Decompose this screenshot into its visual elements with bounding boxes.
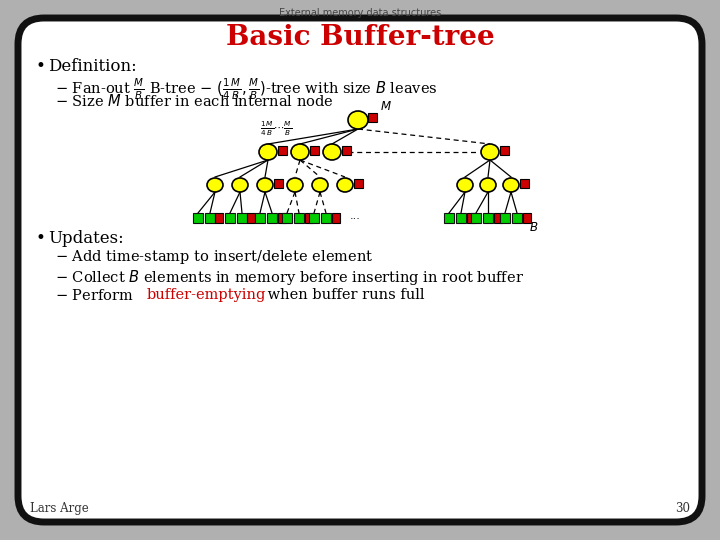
Text: •: • xyxy=(35,58,45,75)
Bar xyxy=(520,179,528,187)
Ellipse shape xyxy=(337,178,353,192)
Text: $-$ Perform: $-$ Perform xyxy=(55,288,135,303)
Bar xyxy=(354,179,362,187)
Bar xyxy=(255,213,265,223)
Bar xyxy=(483,213,493,223)
Bar xyxy=(332,213,340,223)
Text: Basic Buffer-tree: Basic Buffer-tree xyxy=(225,24,495,51)
Ellipse shape xyxy=(480,178,496,192)
Ellipse shape xyxy=(312,178,328,192)
Ellipse shape xyxy=(503,178,519,192)
Ellipse shape xyxy=(481,144,499,160)
FancyBboxPatch shape xyxy=(18,18,702,522)
Bar xyxy=(237,213,247,223)
Bar xyxy=(494,213,502,223)
Bar xyxy=(444,213,454,223)
Ellipse shape xyxy=(457,178,473,192)
Bar xyxy=(310,145,318,154)
Bar xyxy=(321,213,331,223)
Bar xyxy=(512,213,522,223)
Text: ...: ... xyxy=(350,211,361,221)
Bar xyxy=(294,213,304,223)
Bar xyxy=(247,213,255,223)
Text: when buffer runs full: when buffer runs full xyxy=(263,288,425,302)
Bar xyxy=(205,213,215,223)
Bar xyxy=(193,213,203,223)
Ellipse shape xyxy=(207,178,223,192)
Text: buffer-emptying: buffer-emptying xyxy=(147,288,266,302)
Bar xyxy=(471,213,481,223)
Text: Definition:: Definition: xyxy=(48,58,137,75)
Ellipse shape xyxy=(257,178,273,192)
Bar xyxy=(282,213,292,223)
Bar xyxy=(225,213,235,223)
Text: $-$ Size $M$ buffer in each internal node: $-$ Size $M$ buffer in each internal nod… xyxy=(55,93,334,109)
Ellipse shape xyxy=(323,144,341,160)
Text: Updates:: Updates: xyxy=(48,230,124,247)
Bar xyxy=(500,213,510,223)
Bar xyxy=(456,213,466,223)
Bar xyxy=(274,179,282,187)
Text: $-$ Collect $B$ elements in memory before inserting in root buffer: $-$ Collect $B$ elements in memory befor… xyxy=(55,268,524,287)
Bar xyxy=(305,213,313,223)
Bar xyxy=(467,213,475,223)
Text: $M$: $M$ xyxy=(380,100,392,113)
Bar xyxy=(367,112,377,122)
Text: $-$ Add time-stamp to insert/delete element: $-$ Add time-stamp to insert/delete elem… xyxy=(55,248,374,266)
Bar xyxy=(341,145,351,154)
Bar xyxy=(267,213,277,223)
Bar xyxy=(278,213,286,223)
Text: $-$ Fan-out $\frac{M}{B}$ B-tree $-$ $(\frac{1}{4}\frac{M}{B},\frac{M}{B})$-tree: $-$ Fan-out $\frac{M}{B}$ B-tree $-$ $(\… xyxy=(55,77,438,103)
Bar xyxy=(500,145,508,154)
Text: •: • xyxy=(35,230,45,247)
Ellipse shape xyxy=(348,111,368,129)
Bar xyxy=(215,213,223,223)
Bar xyxy=(523,213,531,223)
Bar xyxy=(277,145,287,154)
Text: 30: 30 xyxy=(675,502,690,515)
Text: $B$: $B$ xyxy=(529,221,539,234)
Ellipse shape xyxy=(232,178,248,192)
Text: External memory data structures: External memory data structures xyxy=(279,8,441,18)
Text: $\frac{1}{4}\frac{M}{B}\cdots\frac{M}{B}$: $\frac{1}{4}\frac{M}{B}\cdots\frac{M}{B}… xyxy=(260,119,292,138)
Ellipse shape xyxy=(287,178,303,192)
Text: Lars Arge: Lars Arge xyxy=(30,502,89,515)
Ellipse shape xyxy=(291,144,309,160)
Ellipse shape xyxy=(259,144,277,160)
Bar xyxy=(309,213,319,223)
